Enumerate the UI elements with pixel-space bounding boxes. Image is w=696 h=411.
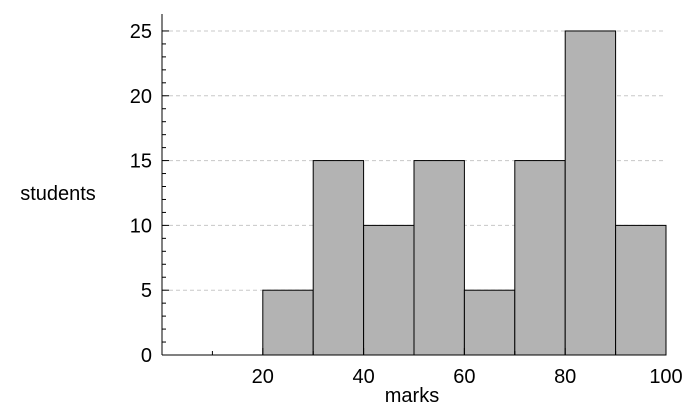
bars [262,30,667,356]
y-tick-label-15: 15 [130,151,152,173]
y-axis-title: students [20,183,96,205]
x-tick-label-100: 100 [649,366,682,388]
bar-80-90 [564,30,617,356]
bar-50-60 [413,160,465,356]
y-tick-label-25: 25 [130,21,152,43]
y-tick-label-10: 10 [130,215,152,237]
x-tick-label-40: 40 [352,366,374,388]
bar-40-50 [363,224,415,356]
y-tick-label-0: 0 [141,345,152,367]
bar-60-70 [463,289,516,356]
y-tick-label-20: 20 [130,86,152,108]
x-axis-title: marks [385,385,439,407]
bar-30-40 [312,160,365,356]
bar-90-100 [615,224,667,356]
axes [161,14,667,356]
tick-labels: 0 5 10 15 20 25 20 40 60 80 100 [130,21,683,388]
x-tick-label-60: 60 [453,366,475,388]
bar-20-30 [262,289,314,356]
x-tick-label-80: 80 [554,366,576,388]
bar-70-80 [514,160,566,356]
y-tick-label-5: 5 [141,280,152,302]
x-tick-label-20: 20 [252,366,274,388]
